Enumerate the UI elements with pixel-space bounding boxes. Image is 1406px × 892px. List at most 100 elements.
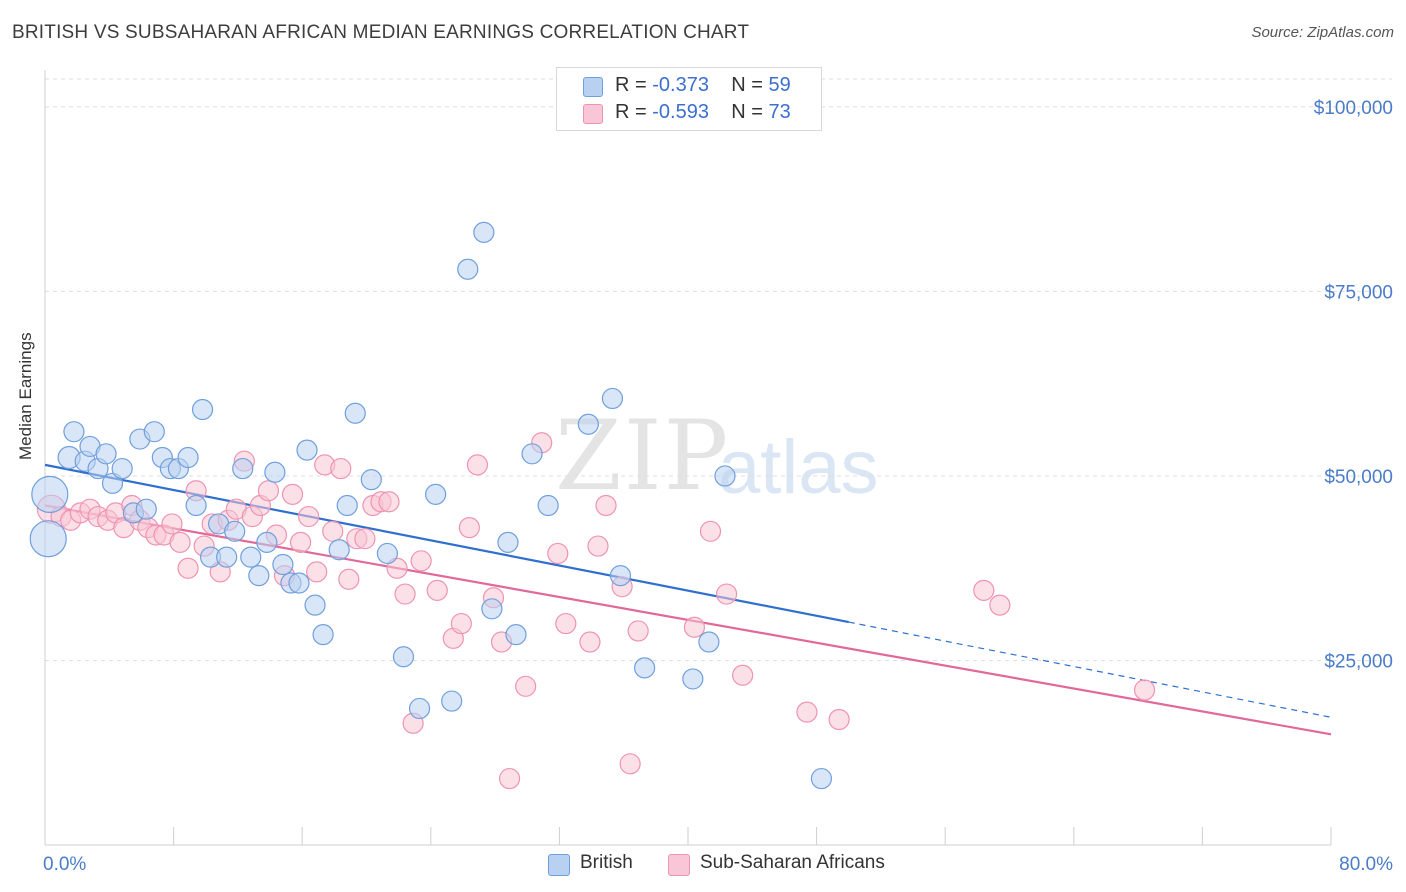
british-point (240, 546, 262, 568)
subsaharan-point (410, 550, 432, 572)
subsaharan-point (699, 520, 722, 542)
subsaharan-point (338, 568, 360, 590)
british-point (633, 657, 656, 679)
british-point (177, 446, 199, 469)
british-point (29, 520, 67, 558)
subsaharan-point (547, 542, 569, 565)
british-point (473, 221, 495, 243)
british-point (95, 443, 117, 465)
british-point (256, 531, 278, 553)
subsaharan-point (378, 491, 400, 513)
british-point (232, 457, 254, 480)
y-tick-label: $50,000 (1324, 467, 1393, 488)
y-tick-label: $25,000 (1324, 651, 1393, 672)
axes (44, 70, 1332, 846)
subsaharan-point (683, 616, 706, 638)
british-point (810, 767, 833, 790)
british-point (577, 413, 599, 435)
subsaharan-point (732, 664, 754, 686)
british-r-label: R = (615, 74, 653, 96)
source-label: Source: ZipAtlas.com (1251, 24, 1394, 41)
british-point (328, 539, 350, 561)
british-point (264, 461, 286, 483)
subsaharan-n-label: N = (731, 101, 769, 123)
subsaharan-point (466, 454, 489, 476)
british-n-label: N = (731, 74, 769, 96)
british-point (497, 531, 519, 553)
subsaharan-legend-swatch (668, 854, 690, 876)
british-r-value: -0.373 (652, 74, 709, 96)
subsaharan-point (450, 612, 472, 635)
subsaharan-point (426, 579, 448, 601)
british-point (537, 494, 559, 517)
subsaharan-point (627, 620, 649, 642)
british-point (336, 494, 358, 517)
british-point (457, 258, 479, 280)
subsaharan-point (555, 612, 577, 635)
subsaharan-legend-label: Sub-Saharan Africans (700, 852, 885, 873)
y-tick-label: $100,000 (1314, 98, 1393, 119)
subsaharan-point (169, 531, 191, 553)
british-point (216, 546, 238, 568)
grid-lines (45, 78, 1392, 661)
british-point (601, 387, 624, 410)
british-point (224, 520, 246, 542)
subsaharan-point (394, 583, 416, 605)
british-point (248, 564, 270, 587)
british-point (272, 553, 294, 576)
british-point (191, 398, 214, 421)
subsaharan-point (828, 708, 850, 731)
british-point (344, 402, 366, 424)
british-point (441, 690, 463, 712)
british-point (63, 421, 85, 443)
subsaharan-point (354, 528, 376, 550)
british-point (481, 598, 503, 620)
british-point (135, 498, 157, 520)
subsaharan-point (973, 579, 995, 601)
british-point (101, 472, 124, 494)
british-n-value: 59 (768, 74, 791, 96)
british-point (505, 624, 527, 646)
british-point (392, 646, 415, 668)
subsaharan-points (36, 432, 1156, 790)
x-tick-label-max: 80.0% (1339, 854, 1393, 875)
subsaharan-point (177, 557, 199, 579)
british-point (698, 631, 720, 653)
subsaharan-point (161, 513, 183, 535)
subsaharan-point (595, 494, 617, 517)
subsaharan-r-label: R = (615, 101, 653, 123)
subsaharan-point (498, 767, 521, 790)
british-point (521, 443, 543, 465)
legend: R = -0.373 N = 59 R = -0.593 N = 73 (556, 67, 822, 131)
subsaharan-point (458, 517, 480, 539)
watermark-atlas: atlas (718, 425, 879, 510)
subsaharan-point (257, 480, 280, 502)
x-tick-label-min: 0.0% (43, 854, 86, 875)
british-point (425, 483, 447, 506)
subsaharan-swatch (583, 104, 603, 124)
british-point (408, 697, 431, 720)
british-trend-line (44, 463, 849, 624)
british-point (304, 594, 326, 616)
chart-title: BRITISH VS SUBSAHARAN AFRICAN MEDIAN EAR… (12, 22, 750, 43)
british-point (376, 542, 398, 565)
subsaharan-point (796, 701, 818, 723)
subsaharan-point (306, 561, 328, 583)
british-point (31, 475, 69, 514)
british-point (111, 457, 133, 480)
subsaharan-point (330, 457, 352, 480)
british-points (29, 221, 833, 790)
subsaharan-point (515, 675, 537, 697)
subsaharan-point (1133, 679, 1156, 701)
subsaharan-point (715, 583, 738, 605)
british-swatch (583, 77, 603, 97)
british-point (185, 494, 207, 517)
british-legend-swatch (548, 854, 570, 876)
subsaharan-point (289, 531, 312, 553)
subsaharan-point (587, 535, 609, 557)
british-point (682, 668, 704, 690)
subsaharan-point (298, 505, 320, 528)
subsaharan-point (281, 483, 304, 506)
subsaharan-point (619, 753, 641, 775)
british-point (143, 421, 165, 443)
